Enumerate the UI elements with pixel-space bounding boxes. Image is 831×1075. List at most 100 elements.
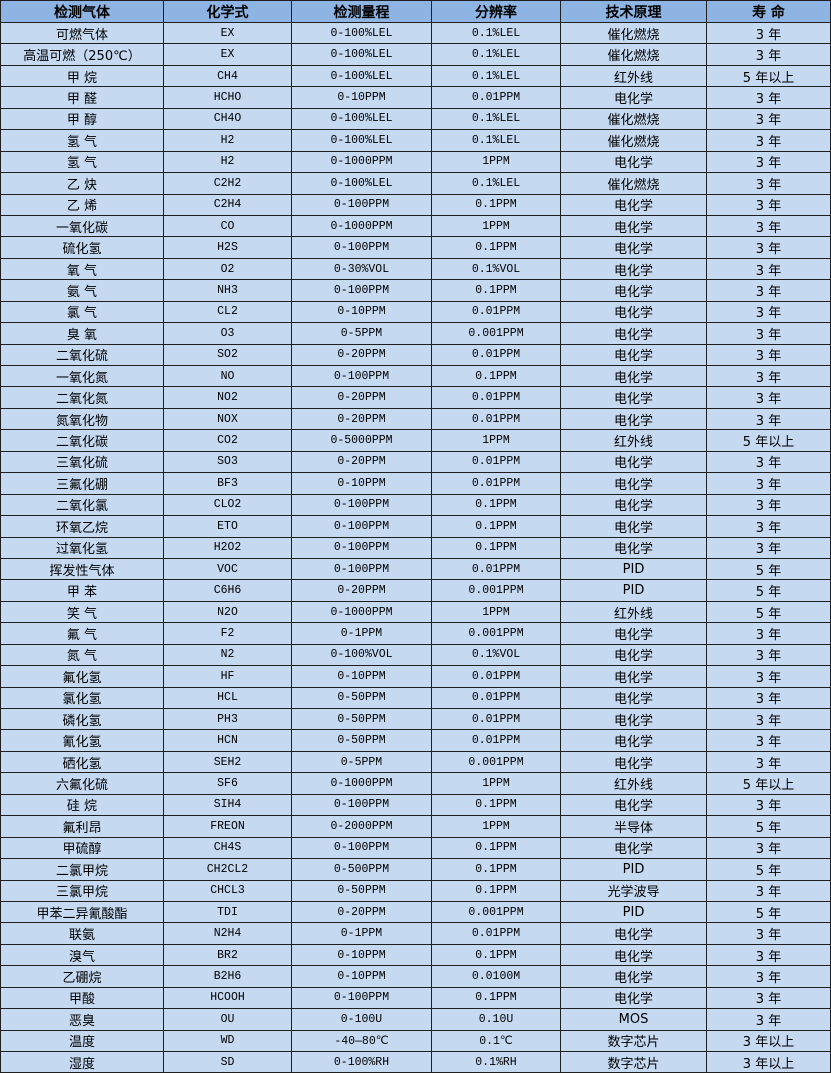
cell-gas-name: 高温可燃（250℃） (0, 43, 164, 66)
cell-principle: 电化学 (560, 150, 707, 174)
cell-gas-name: 甲酸 (0, 986, 164, 1010)
cell-principle: 电化学 (560, 214, 707, 238)
cell-range: 0-1000PPM (291, 600, 432, 624)
cell-formula: CO (163, 214, 292, 238)
cell-resolution: 0.01PPM (431, 686, 561, 710)
cell-range: 0-100%LEL (291, 21, 432, 45)
cell-gas-name: 氢 气 (0, 150, 164, 174)
cell-range: 0-100PPM (291, 493, 432, 517)
cell-gas-name: 甲 苯 (0, 579, 164, 602)
cell-range: 0-50PPM (291, 879, 432, 902)
table-row: 高温可燃（250℃） EX 0-100%LEL 0.1%LEL 催化燃烧 3 年 (0, 43, 831, 66)
cell-range: 0-10PPM (291, 943, 432, 967)
cell-lifespan: 3 年 (706, 472, 831, 495)
cell-gas-name: 联氨 (0, 922, 164, 945)
cell-range: 0-500PPM (291, 858, 432, 881)
cell-resolution: 0.001PPM (431, 579, 561, 602)
cell-range: 0-100PPM (291, 836, 432, 860)
cell-range: 0-20PPM (291, 450, 432, 474)
cell-lifespan: 3 年 (706, 986, 831, 1010)
table-row: 乙 炔 C2H2 0-100%LEL 0.1%LEL 催化燃烧 3 年 (0, 172, 831, 195)
cell-resolution: 0.1PPM (431, 493, 561, 517)
cell-principle: 催化燃烧 (560, 172, 707, 195)
cell-resolution: 0.1PPM (431, 858, 561, 881)
cell-lifespan: 5 年 (706, 600, 831, 624)
table-row: 挥发性气体 VOC 0-100PPM 0.01PPM PID 5 年 (0, 557, 831, 581)
table-row: 氰化氢 HCN 0-50PPM 0.01PPM 电化学 3 年 (0, 729, 831, 752)
cell-principle: 电化学 (560, 643, 707, 667)
table-row: 溴气 BR2 0-10PPM 0.1PPM 电化学 3 年 (0, 943, 831, 967)
cell-resolution: 0.01PPM (431, 922, 561, 945)
cell-principle: 红外线 (560, 600, 707, 624)
table-row: 一氧化碳 CO 0-1000PPM 1PPM 电化学 3 年 (0, 214, 831, 238)
cell-principle: 电化学 (560, 236, 707, 259)
cell-formula: HF (163, 665, 292, 688)
cell-gas-name: 三氧化硫 (0, 450, 164, 474)
cell-resolution: 0.01PPM (431, 472, 561, 495)
cell-resolution: 0.01PPM (431, 557, 561, 581)
cell-gas-name: 氮氧化物 (0, 407, 164, 431)
cell-gas-name: 氢 气 (0, 129, 164, 152)
cell-lifespan: 3 年 (706, 450, 831, 474)
cell-gas-name: 二氯甲烷 (0, 858, 164, 881)
cell-range: 0-100%LEL (291, 43, 432, 66)
cell-gas-name: 挥发性气体 (0, 557, 164, 581)
cell-range: 0-5PPM (291, 750, 432, 774)
cell-lifespan: 3 年 (706, 1008, 831, 1031)
cell-range: 0-20PPM (291, 407, 432, 431)
cell-resolution: 1PPM (431, 772, 561, 795)
cell-formula: CH4S (163, 836, 292, 860)
cell-range: 0-10PPM (291, 472, 432, 495)
table-row: 恶臭 OU 0-100U 0.10U MOS 3 年 (0, 1008, 831, 1031)
cell-lifespan: 3 年 (706, 707, 831, 731)
cell-lifespan: 5 年以上 (706, 772, 831, 795)
table-row: 笑 气 N2O 0-1000PPM 1PPM 红外线 5 年 (0, 600, 831, 624)
cell-resolution: 0.1%LEL (431, 107, 561, 131)
cell-formula: OU (163, 1008, 292, 1031)
cell-lifespan: 3 年 (706, 386, 831, 409)
cell-principle: 电化学 (560, 515, 707, 538)
cell-formula: BR2 (163, 943, 292, 967)
cell-formula: PH3 (163, 707, 292, 731)
cell-range: 0-100U (291, 1008, 432, 1031)
cell-formula: BF3 (163, 472, 292, 495)
table-row: 甲 醛 HCHO 0-10PPM 0.01PPM 电化学 3 年 (0, 86, 831, 109)
cell-formula: ETO (163, 515, 292, 538)
cell-formula: O2 (163, 257, 292, 281)
cell-resolution: 0.001PPM (431, 622, 561, 645)
cell-formula: F2 (163, 622, 292, 645)
cell-formula: H2S (163, 236, 292, 259)
cell-formula: HCN (163, 729, 292, 752)
cell-gas-name: 恶臭 (0, 1008, 164, 1031)
cell-range: 0-10PPM (291, 965, 432, 988)
cell-formula: N2 (163, 643, 292, 667)
cell-formula: CH4 (163, 64, 292, 88)
cell-principle: 电化学 (560, 364, 707, 388)
table-row: 温度 WD -40—80℃ 0.1℃ 数字芯片 3 年以上 (0, 1029, 831, 1053)
cell-gas-name: 氯 气 (0, 300, 164, 324)
cell-resolution: 0.01PPM (431, 300, 561, 324)
cell-lifespan: 5 年以上 (706, 64, 831, 88)
cell-range: 0-5000PPM (291, 429, 432, 452)
cell-resolution: 0.01PPM (431, 407, 561, 431)
cell-lifespan: 3 年 (706, 686, 831, 710)
table-row: 二氧化碳 CO2 0-5000PPM 1PPM 红外线 5 年以上 (0, 429, 831, 452)
cell-lifespan: 3 年 (706, 21, 831, 45)
table-row: 氢 气 H2 0-100%LEL 0.1%LEL 催化燃烧 3 年 (0, 129, 831, 152)
cell-resolution: 0.1%RH (431, 1050, 561, 1074)
cell-principle: 催化燃烧 (560, 107, 707, 131)
cell-lifespan: 3 年 (706, 257, 831, 281)
cell-range: 0-20PPM (291, 579, 432, 602)
cell-principle: 电化学 (560, 257, 707, 281)
cell-resolution: 0.001PPM (431, 322, 561, 345)
cell-gas-name: 氰化氢 (0, 729, 164, 752)
cell-principle: 电化学 (560, 193, 707, 216)
table-row: 三氟化硼 BF3 0-10PPM 0.01PPM 电化学 3 年 (0, 472, 831, 495)
cell-resolution: 0.1PPM (431, 193, 561, 216)
table-row: 硅 烷 SIH4 0-100PPM 0.1PPM 电化学 3 年 (0, 793, 831, 817)
cell-range: 0-50PPM (291, 729, 432, 752)
cell-formula: NO (163, 364, 292, 388)
cell-gas-name: 一氧化碳 (0, 214, 164, 238)
cell-gas-name: 乙硼烷 (0, 965, 164, 988)
cell-lifespan: 5 年 (706, 557, 831, 581)
